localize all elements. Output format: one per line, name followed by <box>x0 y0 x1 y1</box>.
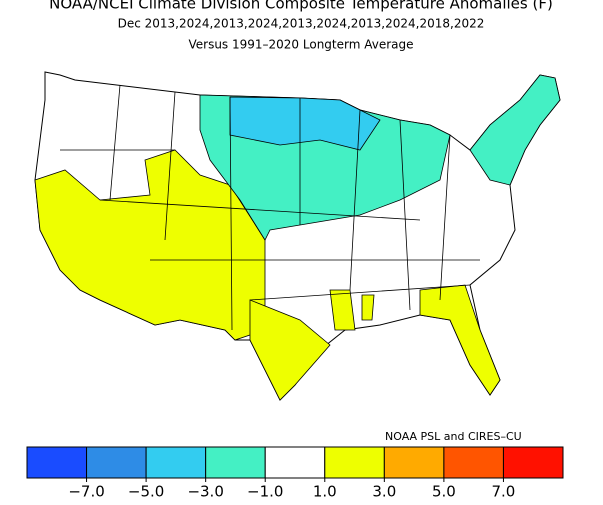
color-swatch <box>26 446 88 479</box>
us-map <box>34 71 561 401</box>
color-swatch <box>502 446 564 479</box>
warm-region-texas <box>249 299 331 401</box>
tick-label: −5.0 <box>128 483 164 501</box>
tick-label: 7.0 <box>492 483 516 501</box>
tick-label: 1.0 <box>313 483 337 501</box>
title: NOAA/NCEI Climate Division Composite Tem… <box>49 0 553 13</box>
tick-label: −3.0 <box>187 483 223 501</box>
cool-region-northeast <box>469 74 561 186</box>
color-swatch <box>205 446 266 479</box>
cold-region-north <box>229 96 381 151</box>
color-swatch <box>145 446 207 479</box>
tick-label: 5.0 <box>432 483 456 501</box>
warm-region-gulf <box>329 289 375 331</box>
state-borders <box>60 84 480 331</box>
baseline: Versus 1991–2020 Longterm Average <box>188 38 413 52</box>
color-swatch <box>383 446 445 479</box>
tick-label: −1.0 <box>247 483 283 501</box>
color-swatch <box>443 446 504 479</box>
colorbar: −7.0 −5.0 −3.0 −1.0 1.0 3.0 5.0 7.0 <box>26 446 564 501</box>
color-swatch <box>324 446 385 479</box>
tick-label: −7.0 <box>68 483 104 501</box>
tick-label: 3.0 <box>372 483 396 501</box>
color-swatch <box>264 446 326 479</box>
subtitle: Dec 2013,2024,2013,2024,2013,2024,2013,2… <box>118 17 485 31</box>
warm-region-southeast <box>419 284 501 396</box>
color-swatch <box>86 446 147 479</box>
credit: NOAA PSL and CIRES–CU <box>385 430 522 443</box>
